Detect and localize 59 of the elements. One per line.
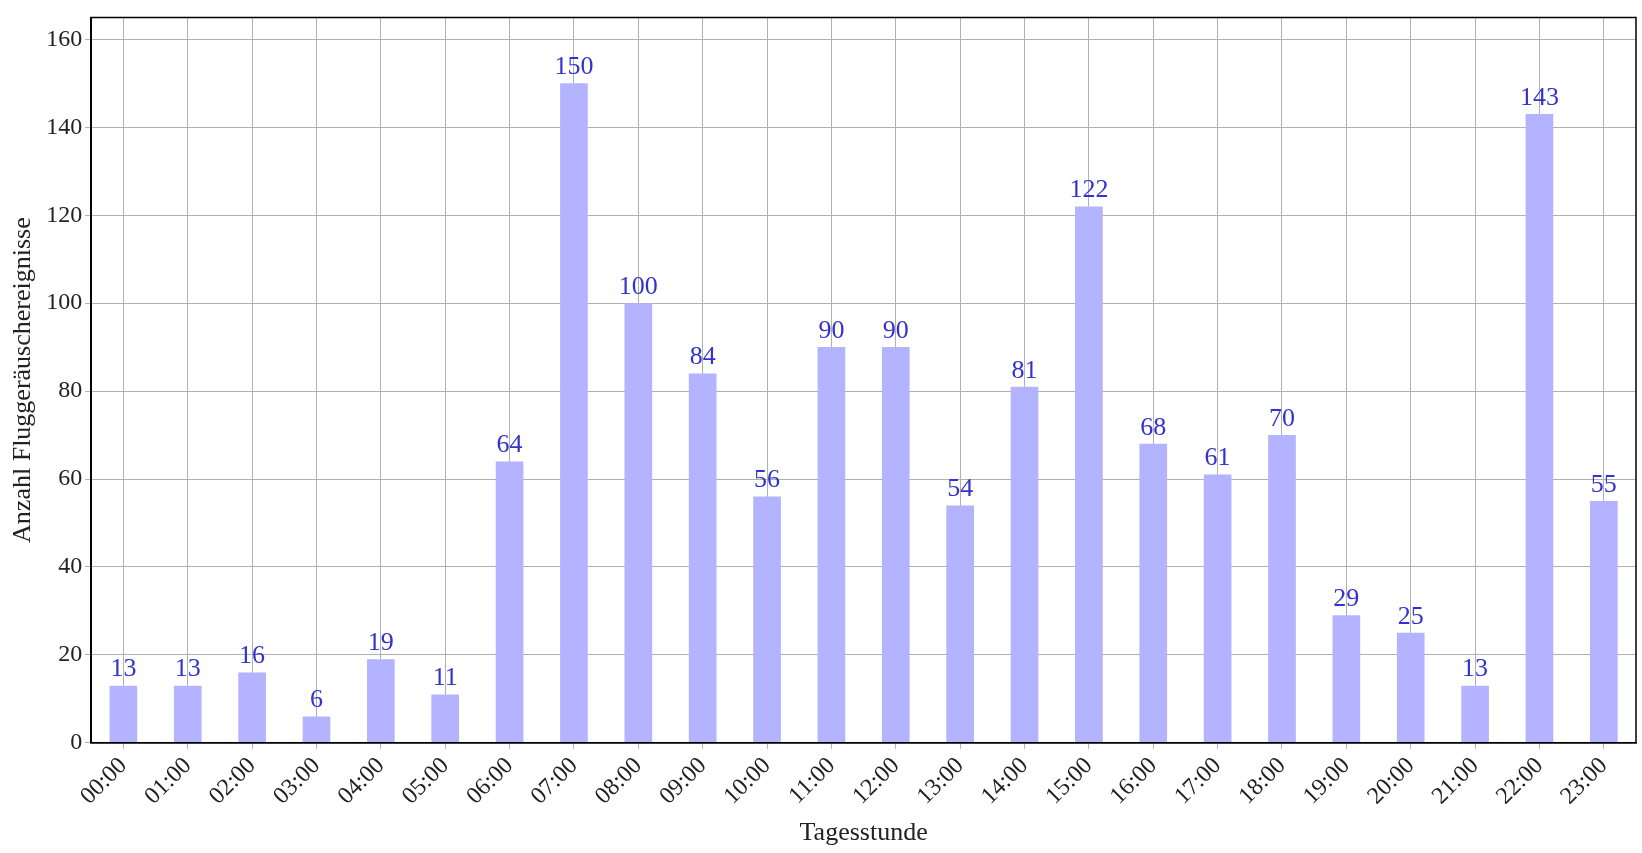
data-label: 25 <box>1397 600 1424 630</box>
data-label: 29 <box>1333 583 1360 613</box>
y-tick-label: 0 <box>70 728 83 755</box>
data-label: 90 <box>882 314 909 344</box>
data-label: 150 <box>554 51 594 81</box>
data-label: 100 <box>618 270 658 300</box>
bar <box>109 685 138 743</box>
y-axis-title: Anzahl Fluggeräuschereignisse <box>7 217 37 543</box>
bar <box>1396 632 1425 743</box>
data-label: 56 <box>754 464 781 494</box>
y-tick-label: 100 <box>46 288 83 315</box>
bar <box>1525 114 1554 743</box>
x-axis-title: Tagesstunde <box>799 817 928 847</box>
bar <box>367 659 395 743</box>
data-label: 54 <box>947 473 974 503</box>
data-label: 68 <box>1140 411 1167 441</box>
bar <box>173 685 202 743</box>
bar <box>881 347 910 743</box>
y-tick-label: 80 <box>58 376 83 403</box>
data-label: 70 <box>1268 402 1295 432</box>
data-label: 55 <box>1590 468 1617 498</box>
y-tick-label: 20 <box>58 640 83 667</box>
bar <box>560 83 588 743</box>
bar <box>688 373 717 743</box>
data-label: 90 <box>818 314 845 344</box>
data-label: 143 <box>1519 81 1559 111</box>
data-label: 81 <box>1011 354 1038 384</box>
data-label: 84 <box>689 341 716 371</box>
data-label: 11 <box>432 662 458 692</box>
bar <box>946 505 974 743</box>
bar <box>753 496 781 743</box>
bar <box>624 303 653 743</box>
bar <box>495 461 524 743</box>
bar <box>1268 435 1296 743</box>
bar <box>238 672 266 743</box>
y-tick-label: 40 <box>58 552 83 579</box>
data-label: 122 <box>1069 174 1109 204</box>
bar <box>1203 474 1232 743</box>
y-tick-label: 120 <box>46 200 83 227</box>
data-label: 61 <box>1204 442 1231 472</box>
data-label: 19 <box>367 627 394 657</box>
bar <box>1589 500 1618 743</box>
bar <box>1075 206 1103 743</box>
data-label: 6 <box>309 684 323 714</box>
y-tick-label: 160 <box>46 24 83 51</box>
bar <box>1461 685 1489 743</box>
data-label: 13 <box>174 653 201 683</box>
data-label: 13 <box>110 653 137 683</box>
bar <box>1332 615 1361 743</box>
bar <box>1010 386 1039 743</box>
data-label: 16 <box>239 640 266 670</box>
y-tick-label: 140 <box>46 112 83 139</box>
bar <box>1139 443 1168 743</box>
bar <box>431 694 460 743</box>
bar <box>817 347 846 743</box>
y-tick-label: 60 <box>58 464 83 491</box>
data-label: 13 <box>1462 653 1489 683</box>
bar <box>302 716 331 743</box>
data-label: 64 <box>496 429 523 459</box>
